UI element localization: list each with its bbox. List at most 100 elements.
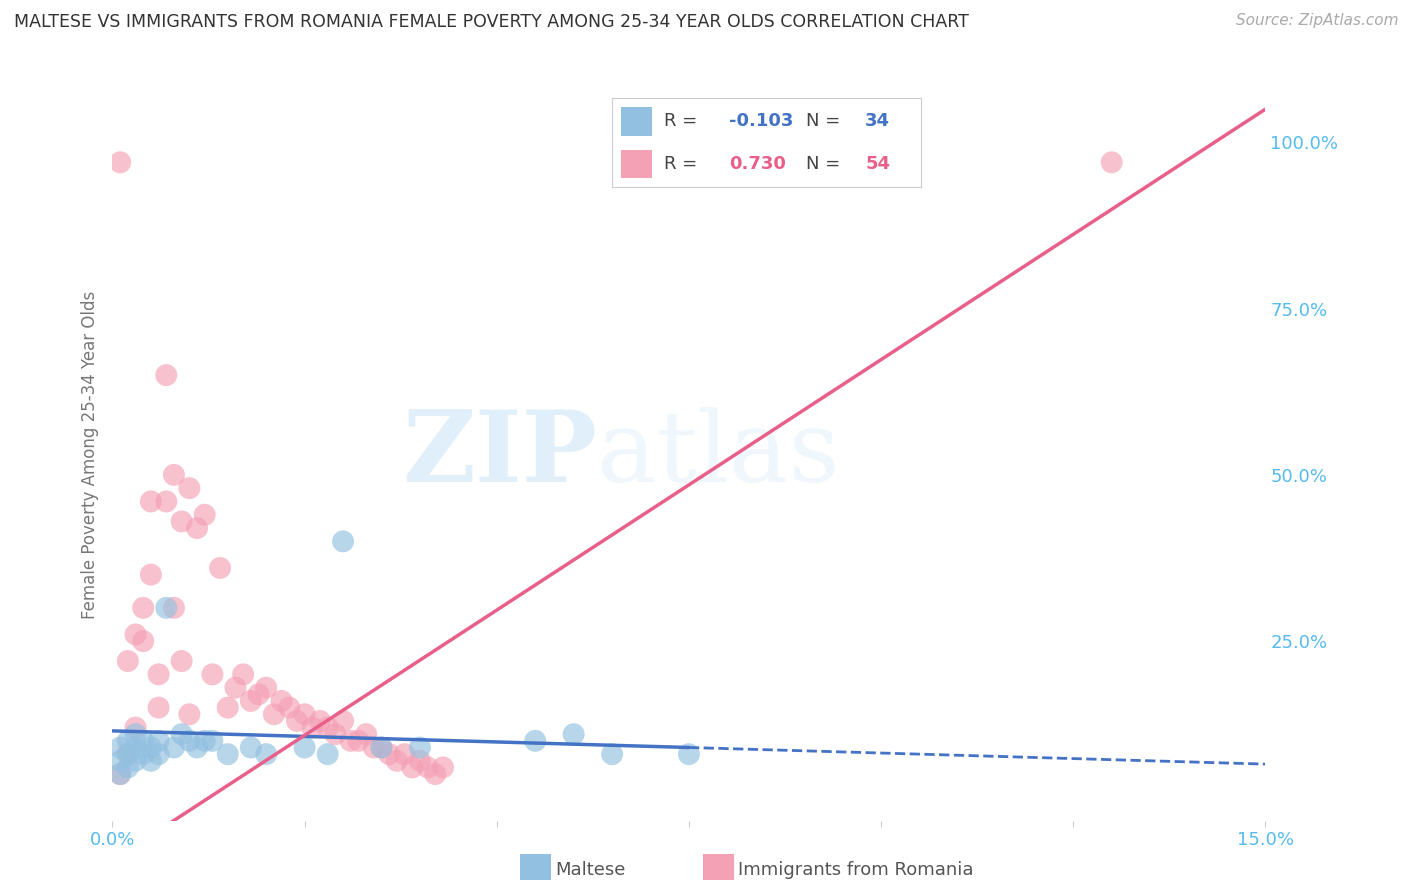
Text: Immigrants from Romania: Immigrants from Romania xyxy=(738,861,973,879)
Point xyxy=(239,740,262,755)
Point xyxy=(209,561,232,575)
Point xyxy=(132,734,155,748)
Y-axis label: Female Poverty Among 25-34 Year Olds: Female Poverty Among 25-34 Year Olds xyxy=(80,291,98,619)
Point xyxy=(363,740,385,755)
Point xyxy=(132,600,155,615)
Point xyxy=(217,700,239,714)
Point xyxy=(117,747,139,761)
Point xyxy=(148,700,170,714)
Point xyxy=(124,740,146,755)
Text: MALTESE VS IMMIGRANTS FROM ROMANIA FEMALE POVERTY AMONG 25-34 YEAR OLDS CORRELAT: MALTESE VS IMMIGRANTS FROM ROMANIA FEMAL… xyxy=(14,13,969,31)
Point xyxy=(155,368,177,383)
Point xyxy=(148,734,170,748)
Point xyxy=(600,747,623,761)
Text: N =: N = xyxy=(807,155,846,173)
Point xyxy=(108,740,131,755)
Point xyxy=(332,534,354,549)
Point xyxy=(108,155,131,169)
Point xyxy=(562,727,585,741)
Point xyxy=(124,727,146,741)
Text: 0.730: 0.730 xyxy=(730,155,786,173)
Bar xyxy=(621,107,652,136)
Point xyxy=(254,681,277,695)
Point xyxy=(179,734,201,748)
Point xyxy=(170,727,193,741)
Point xyxy=(186,521,208,535)
Point xyxy=(179,707,201,722)
Point xyxy=(163,467,186,482)
Text: 54: 54 xyxy=(865,155,890,173)
Point xyxy=(124,721,146,735)
Point xyxy=(108,767,131,781)
Point xyxy=(108,767,131,781)
Text: N =: N = xyxy=(807,112,846,130)
Point xyxy=(416,760,439,774)
Point xyxy=(332,714,354,728)
Point xyxy=(401,760,423,774)
Point xyxy=(170,515,193,529)
Point xyxy=(263,707,285,722)
Point xyxy=(316,747,339,761)
Text: R =: R = xyxy=(664,112,703,130)
Point xyxy=(108,754,131,768)
Point xyxy=(254,747,277,761)
Point xyxy=(385,754,408,768)
Point xyxy=(285,714,308,728)
Point xyxy=(309,714,332,728)
Point xyxy=(339,734,361,748)
Point xyxy=(370,740,392,755)
Point xyxy=(194,734,217,748)
Point xyxy=(148,667,170,681)
Point xyxy=(163,740,186,755)
Text: R =: R = xyxy=(664,155,703,173)
Point xyxy=(247,687,270,701)
Point xyxy=(409,740,432,755)
Point xyxy=(124,627,146,641)
Point xyxy=(325,727,347,741)
Point xyxy=(179,481,201,495)
Point xyxy=(155,494,177,508)
Point xyxy=(139,754,162,768)
Point xyxy=(347,734,370,748)
Point xyxy=(524,734,547,748)
Point xyxy=(232,667,254,681)
Point xyxy=(139,567,162,582)
Bar xyxy=(621,150,652,178)
Point xyxy=(117,734,139,748)
Point xyxy=(425,767,447,781)
Point xyxy=(1101,155,1123,169)
Point xyxy=(170,654,193,668)
Point xyxy=(148,747,170,761)
Point xyxy=(224,681,246,695)
Point xyxy=(139,740,162,755)
Point xyxy=(155,600,177,615)
Point xyxy=(294,707,316,722)
Point xyxy=(132,747,155,761)
Point xyxy=(678,747,700,761)
Point xyxy=(316,721,339,735)
Text: -0.103: -0.103 xyxy=(730,112,793,130)
Point xyxy=(239,694,262,708)
Text: atlas: atlas xyxy=(596,407,839,503)
Point xyxy=(378,747,401,761)
Point xyxy=(370,740,392,755)
Point xyxy=(409,754,432,768)
Text: 34: 34 xyxy=(865,112,890,130)
Point xyxy=(117,747,139,761)
Point xyxy=(201,667,224,681)
Point xyxy=(394,747,416,761)
Point xyxy=(163,600,186,615)
Point xyxy=(270,694,292,708)
Point xyxy=(117,760,139,774)
Point xyxy=(294,740,316,755)
Point xyxy=(117,654,139,668)
Point xyxy=(432,760,454,774)
Text: Source: ZipAtlas.com: Source: ZipAtlas.com xyxy=(1236,13,1399,29)
Point xyxy=(201,734,224,748)
Point xyxy=(194,508,217,522)
Point xyxy=(354,727,377,741)
Point xyxy=(186,740,208,755)
Point xyxy=(217,747,239,761)
Point xyxy=(132,634,155,648)
Text: Maltese: Maltese xyxy=(555,861,626,879)
